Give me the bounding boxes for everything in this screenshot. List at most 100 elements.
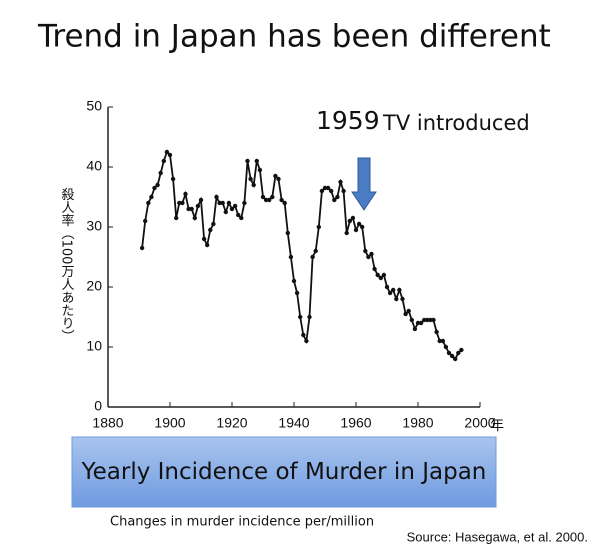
x-unit: 年 [490, 418, 504, 434]
data-point [412, 326, 418, 332]
data-point [254, 158, 259, 164]
data-point [201, 236, 207, 242]
data-point [350, 215, 356, 221]
data-point [220, 200, 225, 206]
data-point [273, 173, 278, 179]
x-tick-label: 1880 [92, 415, 123, 431]
box-title-wrap: Yearly Incidence of Murder in Japan [81, 458, 487, 485]
data-point [425, 317, 430, 323]
data-point [387, 290, 393, 296]
data-point [205, 242, 210, 248]
data-point [164, 149, 170, 155]
data-point [459, 347, 464, 353]
data-point [257, 167, 263, 173]
y-tick-label: 50 [86, 98, 102, 114]
data-point [260, 194, 266, 200]
data-point [143, 218, 148, 224]
data-point [372, 266, 377, 272]
data-point [310, 254, 315, 260]
data-point [267, 197, 272, 203]
data-point [443, 344, 449, 350]
data-point [446, 350, 452, 356]
data-point [431, 317, 436, 323]
data-point [369, 251, 374, 257]
data-point [251, 182, 256, 188]
data-point [167, 152, 173, 158]
y-tick-label: 40 [86, 158, 102, 174]
data-point [161, 158, 166, 164]
data-point [375, 272, 380, 278]
data-point [245, 158, 250, 164]
data-point [239, 215, 244, 221]
data-point [263, 197, 269, 203]
data-point [170, 176, 176, 182]
data-point [282, 200, 287, 206]
data-point [146, 200, 151, 206]
data-point [276, 176, 281, 182]
data-point [229, 206, 235, 212]
data-point [391, 287, 396, 293]
y-tick-label: 30 [86, 218, 102, 234]
data-point [453, 356, 458, 362]
data-point [406, 308, 411, 314]
data-point [307, 314, 312, 320]
data-point [360, 224, 365, 230]
data-point [198, 197, 204, 203]
y-tick-label: 0 [94, 398, 102, 414]
data-point [217, 200, 222, 206]
data-point [304, 338, 309, 344]
data-point [177, 200, 182, 206]
data-point [285, 230, 290, 236]
data-point [456, 350, 461, 356]
data-point [335, 194, 340, 200]
data-point [322, 185, 328, 191]
data-point [363, 248, 368, 254]
data-point [291, 278, 297, 284]
data-point [192, 215, 197, 221]
data-point [434, 329, 439, 335]
data-point [186, 206, 191, 212]
x-tick-label: 1980 [402, 415, 433, 431]
data-point [195, 203, 201, 209]
x-tick-label: 1920 [216, 415, 247, 431]
data-point [397, 287, 402, 293]
data-point [356, 221, 362, 227]
data-point [226, 200, 232, 206]
data-point [394, 296, 399, 302]
x-tick-label: 2000 [464, 415, 495, 431]
data-point [180, 200, 185, 206]
data-point [329, 188, 334, 194]
data-point [270, 194, 275, 200]
data-point [232, 203, 238, 209]
data-point [139, 245, 145, 251]
data-point [415, 320, 421, 326]
data-point [338, 179, 343, 185]
arrow [351, 157, 377, 211]
data-point [248, 176, 253, 182]
data-point [223, 209, 228, 215]
data-point [155, 182, 160, 188]
data-point [174, 215, 179, 221]
data-point [403, 311, 408, 317]
x-tick-label: 1900 [154, 415, 185, 431]
annotation-text: TV introduced [382, 111, 530, 135]
data-point [440, 338, 445, 344]
data-point [214, 194, 219, 200]
data-point [208, 227, 213, 233]
data-point [341, 188, 346, 194]
data-point [449, 353, 455, 359]
y-tick-label: 20 [86, 278, 102, 294]
data-point [298, 314, 303, 320]
data-point [236, 212, 241, 218]
data-point [149, 194, 154, 200]
data-point [242, 200, 247, 206]
slide-title: Trend in Japan has been different [37, 19, 551, 55]
data-point [319, 188, 325, 194]
caption: Changes in murder incidence per/million [110, 515, 374, 530]
data-point [288, 254, 294, 260]
data-point [353, 227, 359, 233]
box-title: Yearly Incidence of Murder in Japan [81, 458, 487, 485]
y-axis-label: 殺人率（100万人あたり） [59, 188, 75, 343]
data-point [384, 284, 390, 290]
